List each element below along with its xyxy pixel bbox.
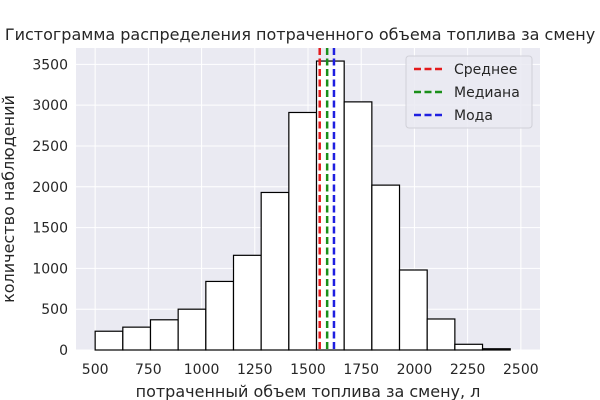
x-axis-label: потраченный объем топлива за смену, л xyxy=(136,382,481,400)
x-tick-label: 2000 xyxy=(397,362,433,378)
y-axis-ticks: 0 500 1000 1500 2000 2500 3000 3500 xyxy=(32,57,68,359)
x-tick-label: 750 xyxy=(135,362,162,378)
legend-mean-label: Среднее xyxy=(454,62,517,78)
y-tick-label: 0 xyxy=(59,343,68,359)
chart-title: Гистограмма распределения потраченного о… xyxy=(5,25,595,44)
histogram-bar xyxy=(454,343,484,351)
histogram-bar xyxy=(149,319,179,351)
histogram-bar xyxy=(122,326,152,351)
histogram-bar xyxy=(205,280,235,351)
histogram-bar xyxy=(232,254,262,351)
x-tick-label: 500 xyxy=(82,362,109,378)
y-tick-label: 2000 xyxy=(32,180,68,196)
y-axis-label: количество наблюдений xyxy=(0,95,18,303)
histogram-bar xyxy=(398,269,428,351)
histogram-bar xyxy=(371,184,401,351)
histogram-bar xyxy=(94,330,124,351)
histogram-bar xyxy=(426,318,456,351)
x-tick-label: 2250 xyxy=(450,362,486,378)
x-tick-label: 1750 xyxy=(343,362,379,378)
x-tick-label: 1000 xyxy=(184,362,220,378)
x-tick-label: 2500 xyxy=(503,362,539,378)
histogram-bar xyxy=(481,348,511,351)
y-tick-label: 1000 xyxy=(32,261,68,277)
y-tick-label: 500 xyxy=(41,302,68,318)
histogram-bar xyxy=(315,60,345,351)
legend: Среднее Медиана Мода xyxy=(405,55,533,129)
y-tick-label: 1500 xyxy=(32,221,68,237)
y-tick-label: 2500 xyxy=(32,139,68,155)
histogram-bar xyxy=(288,111,318,351)
histogram-bar xyxy=(343,101,373,351)
histogram-bar xyxy=(177,308,207,351)
y-tick-label: 3000 xyxy=(32,98,68,114)
histogram-bar xyxy=(260,191,290,351)
x-tick-label: 1250 xyxy=(237,362,273,378)
legend-median-label: Медиана xyxy=(454,85,520,101)
x-tick-label: 1500 xyxy=(290,362,326,378)
x-axis-ticks: 500 750 1000 1250 1500 1750 2000 2250 2500 xyxy=(82,362,539,378)
y-tick-label: 3500 xyxy=(32,57,68,73)
legend-box xyxy=(405,55,533,129)
legend-mode-label: Мода xyxy=(454,108,493,124)
